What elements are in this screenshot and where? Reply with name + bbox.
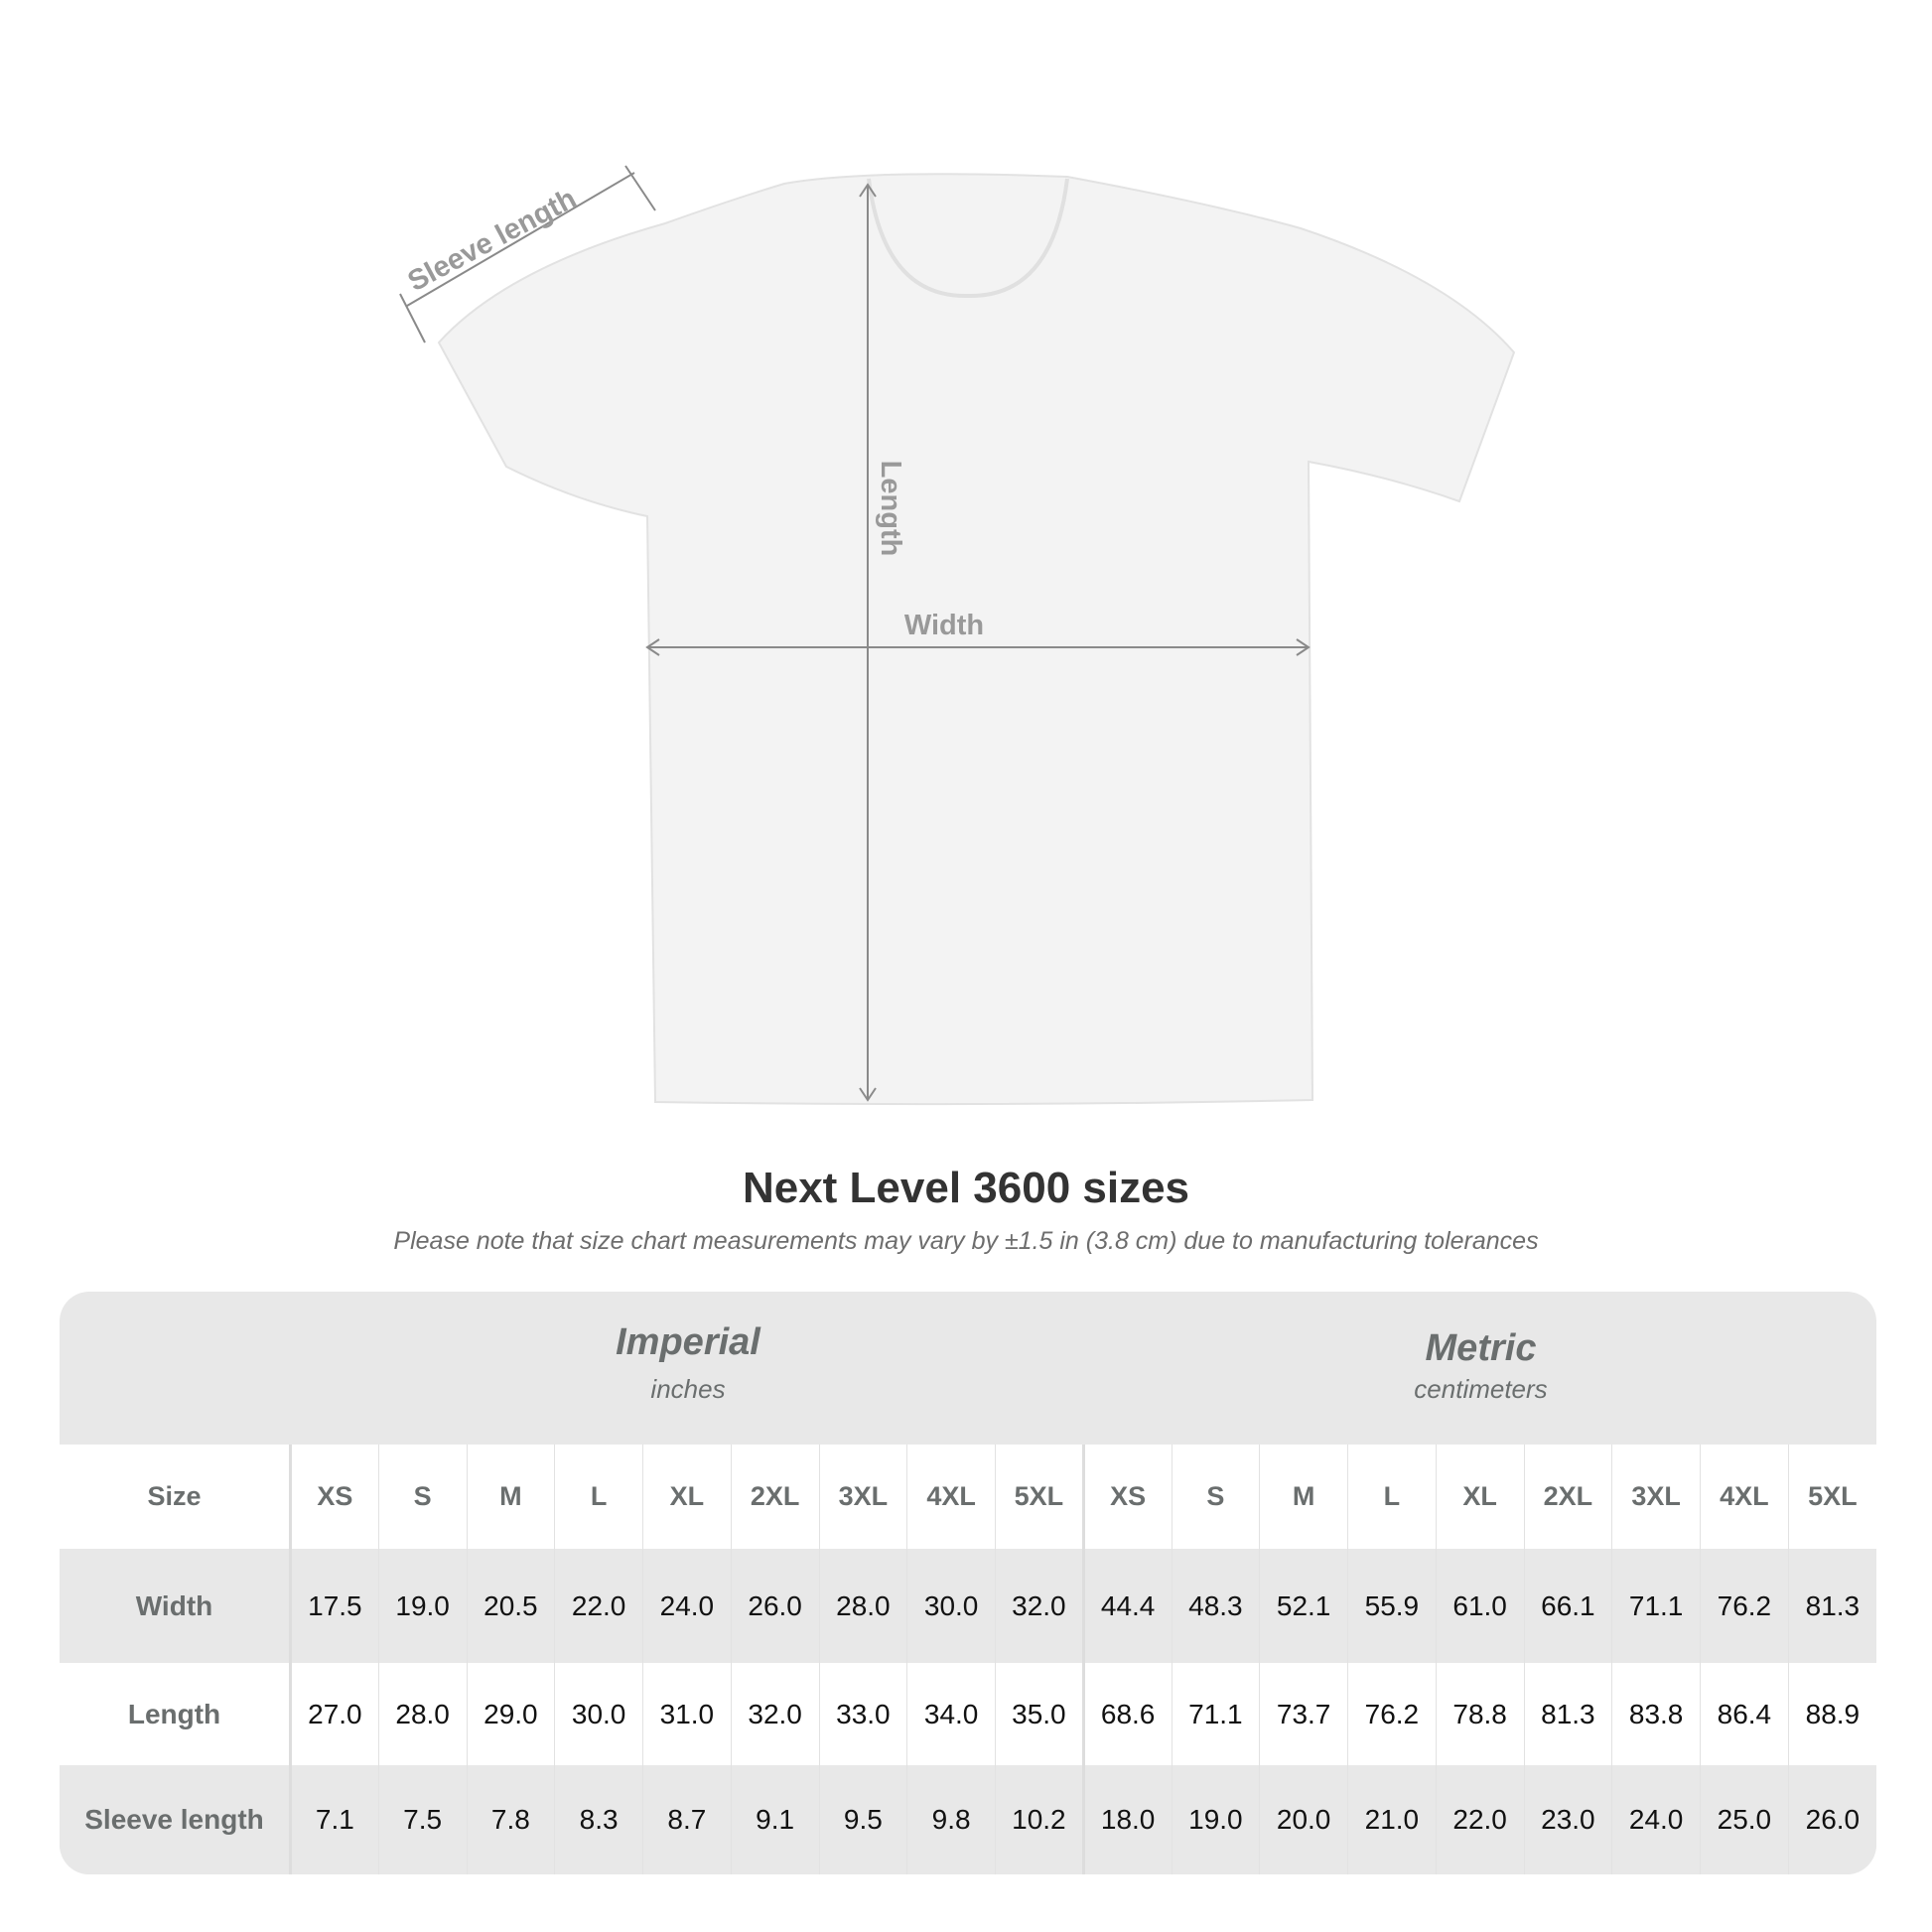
row-label: Width: [60, 1549, 292, 1663]
imperial-cell: 35.0: [995, 1663, 1084, 1765]
metric-cell: 24.0: [1611, 1765, 1701, 1874]
metric-cell: 78.8: [1435, 1663, 1524, 1765]
metric-cell: 71.1: [1611, 1549, 1701, 1663]
metric-cell: 86.4: [1700, 1663, 1789, 1765]
imperial-cell: 17.5: [290, 1549, 379, 1663]
tshirt-diagram: Sleeve length Length Width: [399, 165, 1516, 1106]
imperial-group: Imperial inches: [291, 1292, 1085, 1405]
metric-cell: 20.0: [1259, 1765, 1348, 1874]
length-row: Length 27.0 28.0 29.0 30.0 31.0 32.0 33.0 34.0 35…: [60, 1663, 1876, 1765]
imperial-cell: 2XL: [730, 1445, 819, 1549]
table-header: Imperial inches Metric centimeters: [60, 1292, 1876, 1445]
metric-title: Metric: [1425, 1327, 1537, 1369]
metric-cell: 68.6: [1081, 1663, 1172, 1765]
imperial-cell: 9.5: [818, 1765, 907, 1874]
imperial-cell: S: [377, 1445, 467, 1549]
metric-cell: 44.4: [1081, 1549, 1172, 1663]
collar: [867, 178, 1069, 299]
page-title: Next Level 3600 sizes: [742, 1164, 1190, 1212]
imperial-cell: 30.0: [906, 1549, 996, 1663]
metric-cell: 26.0: [1787, 1765, 1876, 1874]
imperial-cell: 30.0: [554, 1663, 643, 1765]
metric-cell: 61.0: [1435, 1549, 1524, 1663]
imperial-cell: 27.0: [290, 1663, 379, 1765]
imperial-cell: 32.0: [730, 1663, 819, 1765]
size-row: Size XS S M L XL 2XL 3XL 4XL 5XL XS S M L XL 2XL 3XL 4XL 5…: [60, 1445, 1876, 1549]
metric-cell: 25.0: [1700, 1765, 1789, 1874]
row-label: Sleeve length: [60, 1765, 292, 1874]
imperial-cell: 8.7: [642, 1765, 732, 1874]
imperial-cell: 24.0: [642, 1549, 732, 1663]
imperial-unit: inches: [650, 1374, 726, 1404]
imperial-cell: 31.0: [642, 1663, 732, 1765]
metric-cell: 52.1: [1259, 1549, 1348, 1663]
sleeve-length-row: Sleeve length 7.1 7.5 7.8 8.3 8.7 9.1 9.5 9.8 10.…: [60, 1765, 1876, 1874]
metric-cell: L: [1347, 1445, 1437, 1549]
imperial-cell: 32.0: [995, 1549, 1084, 1663]
metric-cell: 23.0: [1523, 1765, 1612, 1874]
imperial-title: Imperial: [616, 1321, 760, 1363]
metric-cell: 48.3: [1171, 1549, 1260, 1663]
metric-cell: M: [1259, 1445, 1348, 1549]
imperial-cell: 7.1: [290, 1765, 379, 1874]
imperial-cell: 10.2: [995, 1765, 1084, 1874]
metric-cell: 88.9: [1787, 1663, 1876, 1765]
imperial-cell: 9.8: [906, 1765, 996, 1874]
tolerance-note: Please note that size chart measurements…: [393, 1227, 1539, 1255]
metric-cell: 4XL: [1700, 1445, 1789, 1549]
metric-cell: 73.7: [1259, 1663, 1348, 1765]
imperial-cell: 26.0: [730, 1549, 819, 1663]
imperial-cell: 19.0: [377, 1549, 467, 1663]
row-label: Size: [60, 1445, 292, 1549]
metric-cell: 81.3: [1523, 1663, 1612, 1765]
imperial-cell: 5XL: [995, 1445, 1084, 1549]
metric-cell: 76.2: [1700, 1549, 1789, 1663]
width-label: Width: [904, 610, 984, 641]
metric-cell: 81.3: [1787, 1549, 1876, 1663]
imperial-cell: 7.8: [466, 1765, 555, 1874]
imperial-cell: 28.0: [377, 1663, 467, 1765]
metric-cell: 3XL: [1611, 1445, 1701, 1549]
size-grid: Size XS S M L XL 2XL 3XL 4XL 5XL XS S M L XL 2XL 3XL 4XL 5…: [60, 1445, 1876, 1874]
metric-cell: 83.8: [1611, 1663, 1701, 1765]
imperial-cell: XS: [290, 1445, 379, 1549]
metric-unit: centimeters: [1414, 1374, 1548, 1404]
metric-cell: 55.9: [1347, 1549, 1437, 1663]
metric-cell: S: [1171, 1445, 1260, 1549]
width-row: Width 17.5 19.0 20.5 22.0 24.0 26.0 28.0 30.0 32.…: [60, 1549, 1876, 1663]
imperial-cell: M: [466, 1445, 555, 1549]
metric-cell: 19.0: [1171, 1765, 1260, 1874]
imperial-cell: 33.0: [818, 1663, 907, 1765]
imperial-cell: 29.0: [466, 1663, 555, 1765]
imperial-cell: 28.0: [818, 1549, 907, 1663]
imperial-cell: 8.3: [554, 1765, 643, 1874]
imperial-cell: 22.0: [554, 1549, 643, 1663]
size-table: Imperial inches Metric centimeters Size X…: [60, 1292, 1876, 1874]
metric-cell: 76.2: [1347, 1663, 1437, 1765]
metric-cell: 71.1: [1171, 1663, 1260, 1765]
metric-group: Metric centimeters: [1085, 1292, 1876, 1405]
length-label: Length: [875, 461, 906, 557]
row-label: Length: [60, 1663, 292, 1765]
imperial-cell: 20.5: [466, 1549, 555, 1663]
tshirt-image: [437, 173, 1516, 1106]
imperial-cell: L: [554, 1445, 643, 1549]
imperial-cell: 7.5: [377, 1765, 467, 1874]
metric-cell: XS: [1081, 1445, 1172, 1549]
metric-cell: 5XL: [1787, 1445, 1876, 1549]
metric-cell: 2XL: [1523, 1445, 1612, 1549]
imperial-cell: 4XL: [906, 1445, 996, 1549]
metric-cell: 22.0: [1435, 1765, 1524, 1874]
imperial-cell: XL: [642, 1445, 732, 1549]
imperial-cell: 9.1: [730, 1765, 819, 1874]
metric-cell: 66.1: [1523, 1549, 1612, 1663]
metric-cell: 18.0: [1081, 1765, 1172, 1874]
metric-cell: 21.0: [1347, 1765, 1437, 1874]
sleeve-arrow: [406, 172, 635, 307]
imperial-cell: 34.0: [906, 1663, 996, 1765]
metric-cell: XL: [1435, 1445, 1524, 1549]
imperial-cell: 3XL: [818, 1445, 907, 1549]
